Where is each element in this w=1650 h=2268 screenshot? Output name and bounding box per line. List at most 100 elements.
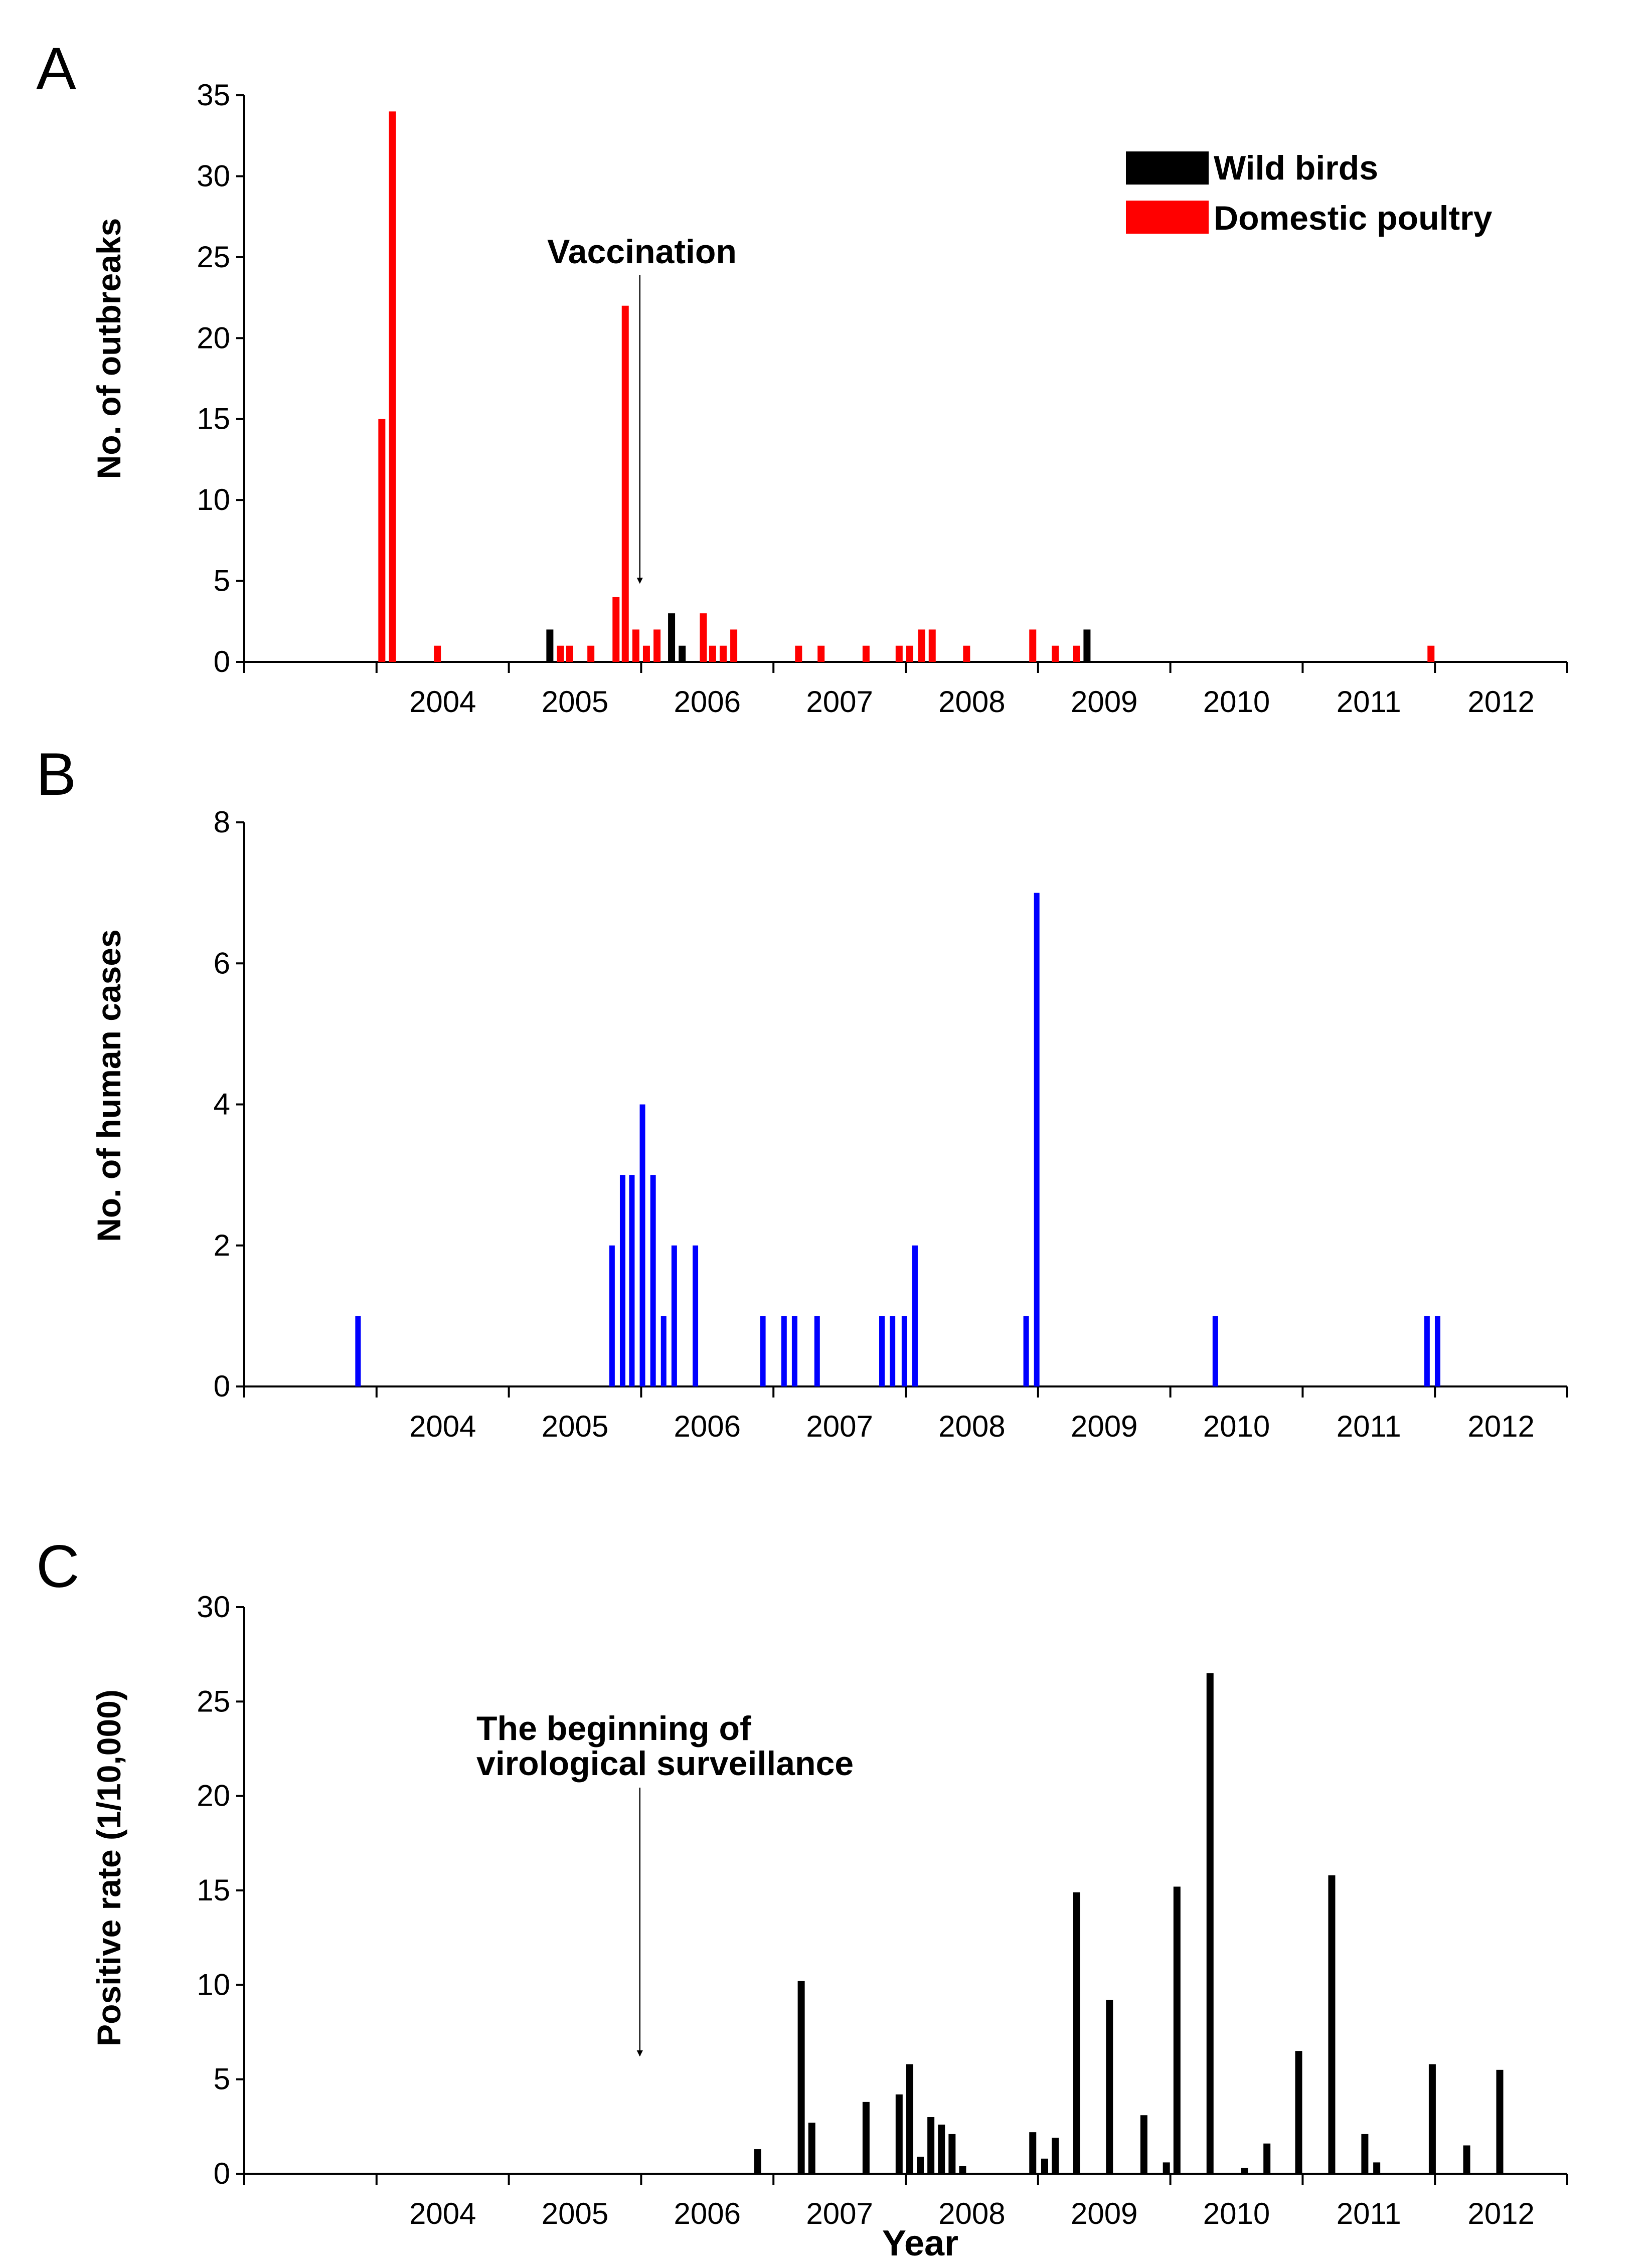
- bar-human: [619, 1175, 625, 1386]
- x-tick-label: 2012: [1467, 2197, 1534, 2230]
- x-tick-label: 2010: [1203, 685, 1270, 719]
- x-tick-label: 2008: [938, 2197, 1005, 2230]
- bar-poultry: [566, 645, 573, 662]
- bar-rate: [808, 2123, 815, 2174]
- bar-poultry: [817, 645, 825, 662]
- bar-poultry: [918, 629, 925, 662]
- legend-swatch-domestic-poultry: [1126, 201, 1209, 234]
- bar-rate: [948, 2134, 956, 2174]
- bar-rate: [1428, 2064, 1436, 2174]
- bar-rate: [1073, 1892, 1080, 2174]
- bar-human: [879, 1316, 885, 1386]
- bar-poultry: [389, 111, 396, 662]
- panel-c-axes: 0 5 10 15 20 25 30 2004 2005 2006 2007 2008 2009 2010…: [197, 1590, 1568, 2230]
- bar-rate: [1463, 2145, 1470, 2174]
- y-tick-label: 0: [214, 2157, 230, 2190]
- bar-human: [609, 1245, 615, 1386]
- bar-rate: [1163, 2162, 1170, 2174]
- x-tick-label: 2009: [1071, 1410, 1137, 1443]
- bar-poultry: [928, 629, 936, 662]
- bar-rate: [1373, 2162, 1381, 2174]
- panel-c-letter: C: [36, 1533, 80, 1600]
- bar-poultry: [895, 645, 903, 662]
- y-tick-label: 5: [214, 564, 230, 598]
- bar-poultry: [862, 645, 870, 662]
- panel-a-letter: A: [36, 35, 76, 102]
- legend-label-wild-birds: Wild birds: [1214, 149, 1378, 187]
- panel-c-y-axis-title: Positive rate (1/10,000): [90, 1689, 127, 2046]
- bar-human: [791, 1316, 797, 1386]
- bar-poultry: [632, 629, 639, 662]
- vaccination-label: Vaccination: [547, 233, 737, 271]
- bar-rate: [1140, 2115, 1147, 2174]
- bar-rate: [1106, 2000, 1113, 2174]
- bar-rate: [1361, 2134, 1369, 2174]
- y-tick-label: 5: [214, 2062, 230, 2096]
- x-tick-label: 2009: [1071, 685, 1137, 719]
- x-tick-label: 2011: [1337, 2197, 1401, 2230]
- bar-poultry: [557, 645, 564, 662]
- bar-human: [650, 1175, 656, 1386]
- y-tick-label: 35: [197, 78, 230, 112]
- bar-poultry: [963, 645, 970, 662]
- bar-poultry: [653, 629, 661, 662]
- bar-human: [671, 1245, 677, 1386]
- surveillance-label-line-1: The beginning of: [476, 1709, 751, 1748]
- bar-poultry: [719, 645, 727, 662]
- y-tick-label: 4: [214, 1088, 230, 1121]
- surveillance-label-line-2: virological surveillance: [476, 1744, 854, 1783]
- bar-wild: [546, 629, 554, 662]
- x-tick-label: 2005: [542, 1410, 608, 1443]
- bar-rate: [1328, 1875, 1336, 2174]
- bar-poultry: [730, 629, 738, 662]
- y-tick-label: 15: [197, 402, 230, 436]
- bar-poultry: [378, 419, 386, 662]
- bar-human: [1424, 1316, 1430, 1386]
- x-tick-label: 2011: [1337, 685, 1401, 719]
- bar-human: [1034, 893, 1040, 1386]
- bar-human: [1212, 1316, 1218, 1386]
- y-tick-label: 6: [214, 946, 230, 980]
- x-tick-label: 2012: [1467, 1410, 1534, 1443]
- panel-a-y-axis-title: No. of outbreaks: [90, 218, 127, 479]
- x-tick-label: 2012: [1467, 685, 1534, 719]
- x-tick-label: 2006: [674, 2197, 741, 2230]
- bar-poultry: [1427, 645, 1435, 662]
- y-tick-label: 10: [197, 1968, 230, 2001]
- x-tick-label: 2007: [806, 685, 873, 719]
- y-tick-label: 0: [214, 1369, 230, 1403]
- panel-c: C 0 5 10 15 20 25 30 2004 2005 2006 2007 2008 2009 20…: [36, 1533, 1568, 2263]
- panel-a-legend: Wild birds Domestic poultry: [1126, 149, 1493, 237]
- bar-rate: [917, 2157, 924, 2174]
- bar-rate: [1029, 2132, 1037, 2174]
- bar-poultry: [1029, 629, 1037, 662]
- bar-poultry: [795, 645, 802, 662]
- bar-poultry: [1073, 645, 1080, 662]
- y-tick-label: 15: [197, 1873, 230, 1907]
- bar-rate: [1263, 2143, 1271, 2174]
- bar-wild: [1083, 629, 1091, 662]
- x-tick-label: 2005: [542, 685, 608, 719]
- bar-poultry: [434, 645, 441, 662]
- bar-human: [901, 1316, 907, 1386]
- x-tick-label: 2010: [1203, 1410, 1270, 1443]
- bar-rate: [1496, 2069, 1504, 2174]
- bar-human: [629, 1175, 635, 1386]
- bar-rate: [938, 2125, 945, 2174]
- panel-a-axes: 0 5 10 15 20 25 30 35 2004 2005 2006 2007 2008 2009 20…: [197, 78, 1568, 719]
- x-tick-label: 2010: [1203, 2197, 1270, 2230]
- bar-poultry: [700, 613, 707, 662]
- y-tick-label: 2: [214, 1229, 230, 1262]
- bar-human: [814, 1316, 820, 1386]
- surveillance-annotation: The beginning of virological surveillanc…: [476, 1709, 854, 2057]
- x-tick-label: 2007: [806, 1410, 873, 1443]
- bar-rate: [1295, 2051, 1302, 2174]
- bar-rate: [1173, 1886, 1181, 2174]
- panel-b-letter: B: [36, 741, 76, 808]
- bar-rate: [797, 1981, 805, 2174]
- bar-human: [639, 1104, 645, 1386]
- bar-poultry: [709, 645, 716, 662]
- x-tick-label: 2007: [806, 2197, 873, 2230]
- bar-rate: [959, 2166, 966, 2174]
